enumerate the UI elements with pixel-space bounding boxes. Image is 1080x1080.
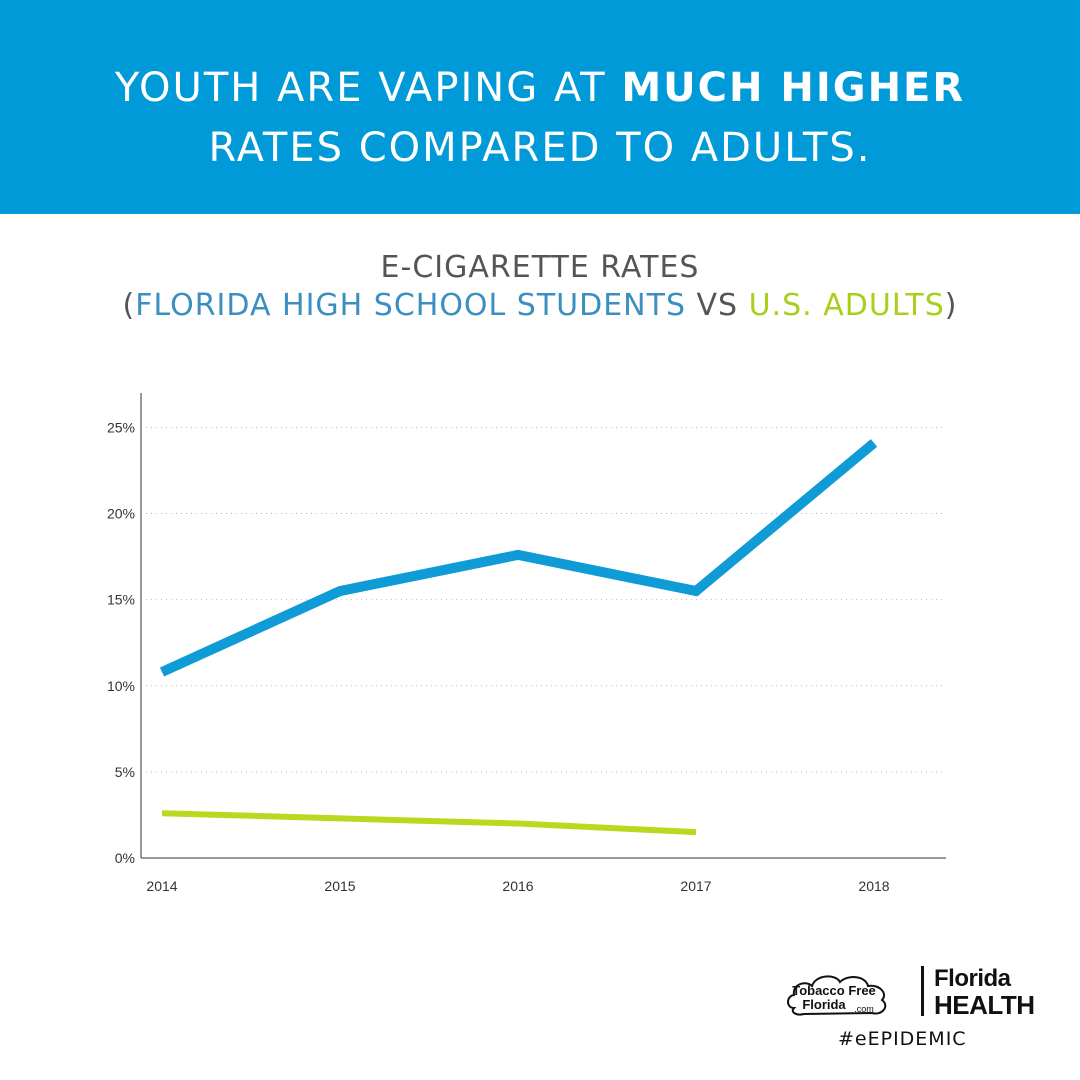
y-tick-label-4: 20% bbox=[107, 506, 135, 522]
series-b-label: U.S. ADULTS bbox=[748, 288, 945, 323]
x-tick-label-3: 2017 bbox=[680, 878, 711, 894]
close-paren: ) bbox=[944, 288, 958, 323]
tff-line-1: Tobacco Free bbox=[792, 983, 876, 998]
y-tick-label-1: 5% bbox=[115, 764, 135, 780]
headline-line-2: RATES COMPARED TO ADULTS. bbox=[208, 125, 872, 171]
fh-line-1: Florida bbox=[934, 965, 1011, 992]
series-a-label: FLORIDA HIGH SCHOOL STUDENTS bbox=[135, 288, 686, 323]
open-paren: ( bbox=[122, 288, 136, 323]
headline-bold-text: MUCH HIGHER bbox=[621, 65, 966, 111]
x-tick-label-4: 2018 bbox=[858, 878, 889, 894]
y-tick-label-0: 0% bbox=[115, 850, 135, 866]
x-tick-label-0: 2014 bbox=[146, 878, 177, 894]
hashtag: #eEPIDEMIC bbox=[838, 1028, 967, 1050]
tff-line-2: Florida bbox=[802, 997, 846, 1012]
fh-line-2: HEALTH bbox=[934, 990, 1035, 1020]
florida-health-logo: Florida HEALTH bbox=[934, 965, 1035, 1020]
logo-area: Tobacco Free Florida .com Florida HEALTH… bbox=[780, 962, 1050, 1052]
tobacco-free-florida-logo: Tobacco Free Florida .com bbox=[787, 975, 887, 1016]
y-tick-label-2: 10% bbox=[107, 678, 135, 694]
x-tick-label-1: 2015 bbox=[324, 878, 355, 894]
chart-title: E-CIGARETTE RATES bbox=[380, 250, 700, 285]
series-line-0 bbox=[159, 439, 878, 677]
y-tick-label-5: 25% bbox=[107, 419, 135, 435]
header-banner: YOUTH ARE VAPING AT MUCH HIGHER RATES CO… bbox=[0, 0, 1080, 214]
headline-light-text: YOUTH ARE VAPING AT bbox=[114, 65, 622, 111]
x-tick-label-2: 2016 bbox=[502, 878, 533, 894]
chart-subtitle: (FLORIDA HIGH SCHOOL STUDENTS VS U.S. AD… bbox=[0, 288, 1080, 323]
series-line-1 bbox=[161, 810, 697, 836]
tff-com: .com bbox=[854, 1004, 874, 1014]
headline-line-1: YOUTH ARE VAPING AT MUCH HIGHER bbox=[0, 58, 1080, 118]
y-tick-label-3: 15% bbox=[107, 592, 135, 608]
logo-divider bbox=[921, 966, 924, 1016]
vs-label: VS bbox=[686, 288, 749, 323]
